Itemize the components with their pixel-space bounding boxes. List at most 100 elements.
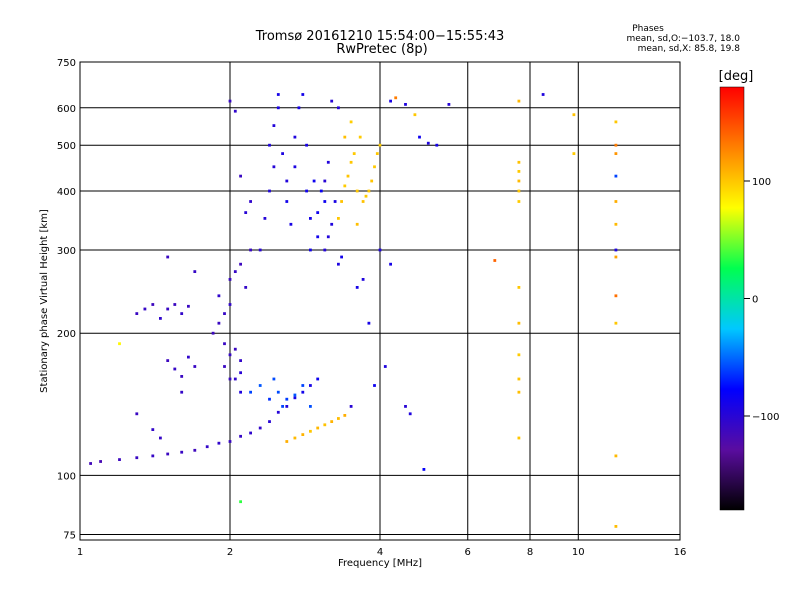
echo-point — [383, 365, 387, 368]
echo-point — [323, 200, 327, 203]
echo-point — [394, 96, 398, 100]
echo-point — [285, 179, 289, 183]
x-tick-label: 2 — [227, 547, 233, 558]
echo-point — [285, 200, 289, 203]
echo-point — [316, 235, 320, 239]
echo-point — [309, 217, 312, 220]
echo-point — [614, 200, 618, 203]
echo-point — [135, 456, 139, 460]
echo-point — [180, 312, 184, 315]
echo-point — [326, 235, 330, 239]
echo-point — [312, 179, 316, 183]
echo-point — [413, 113, 417, 117]
echo-point — [151, 428, 155, 431]
echo-point — [373, 384, 376, 387]
echo-point — [223, 365, 226, 368]
echo-point — [340, 200, 343, 203]
echo-point — [614, 152, 618, 155]
echo-point — [517, 377, 521, 381]
echo-point — [355, 286, 359, 289]
echo-point — [418, 135, 421, 139]
colorbar-label: [deg] — [719, 69, 754, 84]
echo-point — [244, 286, 248, 289]
echo-point — [293, 436, 297, 440]
echo-point — [305, 189, 308, 193]
echo-point — [330, 99, 334, 103]
echo-point — [614, 222, 618, 226]
echo-point — [370, 179, 374, 183]
echo-point — [193, 365, 197, 368]
colorbar-tick-label: 0 — [752, 295, 758, 306]
echo-point — [349, 160, 353, 164]
echo-point — [276, 410, 280, 414]
echo-point — [293, 393, 297, 397]
echo-point — [228, 353, 232, 357]
echo-point — [258, 248, 262, 252]
echo-point — [228, 440, 232, 443]
echo-point — [517, 170, 521, 173]
y-tick-label: 500 — [57, 141, 76, 152]
echo-point — [223, 312, 226, 315]
echo-point — [343, 184, 347, 188]
echo-point — [517, 321, 521, 325]
echo-point — [337, 106, 340, 110]
echo-point — [349, 405, 353, 408]
echo-point — [258, 384, 262, 387]
echo-point — [355, 222, 359, 226]
echo-point — [323, 179, 327, 183]
echo-point — [276, 390, 280, 394]
echo-point — [293, 135, 297, 139]
chart-title: Tromsø 20161210 15:54:00−15:55:43 — [255, 29, 505, 44]
echo-point — [319, 189, 323, 193]
echo-point — [375, 152, 379, 155]
echo-point — [309, 384, 312, 387]
echo-point — [301, 93, 305, 96]
echo-point — [517, 160, 521, 164]
echo-point — [435, 143, 439, 147]
echo-point — [249, 200, 252, 203]
plot-points — [89, 93, 618, 528]
echo-point — [326, 160, 330, 164]
echo-point — [118, 458, 121, 461]
echo-point — [572, 152, 576, 155]
x-tick-label: 4 — [377, 547, 383, 558]
echo-point — [268, 189, 271, 193]
echo-point — [272, 377, 276, 381]
legend-title: Phases — [632, 24, 664, 34]
echo-point — [316, 426, 320, 430]
x-tick-label: 6 — [465, 547, 471, 558]
echo-point — [239, 174, 242, 178]
echo-point — [517, 99, 521, 103]
y-tick-label: 750 — [57, 58, 76, 69]
echo-point — [493, 259, 497, 262]
echo-point — [367, 321, 371, 325]
echo-point — [614, 143, 618, 147]
echo-point — [239, 390, 242, 394]
echo-point — [355, 189, 359, 193]
echo-point — [258, 426, 262, 430]
echo-point — [263, 217, 267, 220]
echo-point — [180, 450, 184, 454]
echo-point — [343, 414, 347, 417]
echo-point — [404, 405, 407, 408]
echo-point — [316, 377, 320, 381]
echo-point — [166, 452, 170, 456]
echo-point — [281, 405, 284, 408]
x-tick-label: 10 — [572, 547, 585, 558]
echo-point — [272, 165, 276, 169]
echo-point — [337, 217, 340, 220]
echo-point — [173, 367, 177, 371]
echo-point — [426, 141, 430, 145]
echo-point — [309, 429, 312, 433]
echo-point — [323, 423, 327, 427]
echo-point — [239, 500, 242, 504]
echo-point — [330, 222, 334, 226]
echo-point — [517, 200, 521, 203]
y-tick-label: 200 — [57, 329, 76, 340]
legend-line-o: mean, sd,O:−103.7, 18.0 — [626, 34, 740, 44]
echo-point — [364, 194, 368, 198]
echo-point — [276, 93, 280, 96]
echo-point — [614, 120, 618, 124]
